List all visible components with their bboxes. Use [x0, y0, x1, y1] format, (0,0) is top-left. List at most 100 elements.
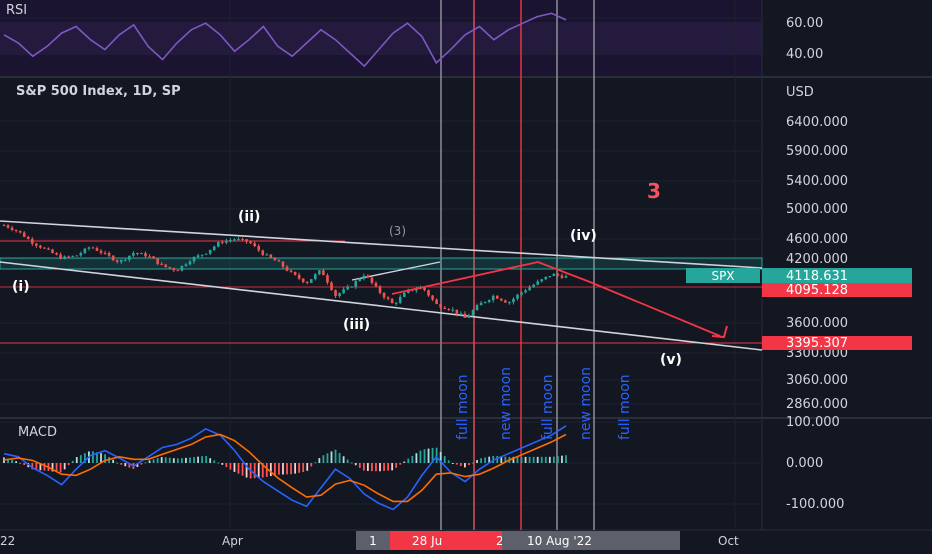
price-title: S&P 500 Index, 1D, SP — [16, 84, 181, 99]
macd-hist-bar — [213, 460, 216, 463]
macd-hist-bar — [294, 463, 297, 474]
macd-hist-bar — [140, 463, 143, 465]
macd-hist-bar — [399, 463, 402, 465]
candle-body — [39, 245, 42, 248]
macd-hist-bar — [314, 462, 317, 464]
macd-hist-bar — [524, 456, 527, 463]
candle-body — [423, 286, 426, 291]
candle-body — [168, 267, 172, 269]
macd-hist-bar — [35, 463, 38, 470]
macd-hist-bar — [241, 463, 244, 476]
candle-body — [63, 256, 66, 259]
time-cursor-label: 1 — [369, 534, 377, 548]
candle-body — [366, 275, 370, 278]
candle-body — [273, 257, 277, 261]
candle-body — [528, 287, 531, 291]
candle-body — [552, 273, 556, 277]
candle-body — [212, 246, 216, 250]
macd-hist-bar — [128, 463, 131, 468]
candle-body — [297, 274, 301, 279]
candle-body — [548, 276, 552, 278]
macd-hist-bar — [500, 456, 503, 463]
macd-hist-bar — [358, 463, 361, 468]
macd-title: MACD — [18, 425, 57, 440]
time-cursor-label: 10 Aug '22 — [527, 534, 592, 548]
candle-body — [495, 295, 499, 299]
candle-body — [188, 261, 192, 265]
macd-hist-bar — [565, 455, 567, 463]
macd-hist-bar — [395, 463, 398, 468]
candle-body — [172, 268, 176, 271]
candle-body — [354, 280, 358, 287]
macd-hist-bar — [11, 459, 13, 463]
wave-label-iv: (iv) — [570, 228, 597, 244]
candle-body — [463, 313, 467, 318]
candle-body — [285, 266, 289, 271]
macd-hist-bar — [322, 455, 325, 463]
candle-body — [14, 229, 18, 231]
price-tick: 5400.000 — [786, 174, 848, 189]
rsi-title: RSI — [6, 3, 27, 18]
macd-hist-bar — [544, 456, 547, 463]
candle-body — [200, 254, 204, 256]
time-cursor-label: 2 — [496, 534, 504, 548]
candle-body — [241, 238, 244, 240]
candle-body — [277, 260, 281, 262]
time-cursor-grey — [356, 531, 390, 550]
macd-hist-bar — [330, 451, 333, 463]
macd-hist-bar — [237, 463, 240, 474]
macd-hist-bar — [451, 463, 454, 464]
moon-label: new moon — [498, 367, 514, 440]
candle-body — [467, 315, 471, 318]
candle-body — [233, 239, 236, 241]
candle-body — [556, 273, 560, 276]
candle-body — [314, 274, 317, 280]
candle-body — [305, 282, 309, 284]
moon-labels: full moon new moon full moon new moon fu… — [455, 367, 633, 440]
macd-hist-bar — [156, 458, 159, 463]
macd-hist-bar — [278, 463, 280, 475]
macd-hist-bar — [209, 458, 212, 463]
candle-body — [221, 242, 224, 244]
candle-body — [156, 258, 159, 264]
candle-body — [249, 241, 252, 244]
candle-body — [370, 277, 374, 283]
candle-body — [18, 230, 22, 233]
projection-line — [391, 261, 721, 337]
candle-body — [378, 286, 382, 293]
macd-hist-bar — [282, 463, 284, 475]
candle-body — [479, 302, 483, 306]
price-tick: 5000.000 — [786, 202, 848, 217]
signal-line — [3, 433, 567, 503]
symbol-badge-text: SPX — [711, 269, 734, 283]
macd-hist-bar — [387, 463, 390, 471]
time-label: Apr — [222, 534, 243, 548]
candle-body — [487, 300, 491, 302]
macd-tick: 100.000 — [786, 415, 840, 430]
macd-hist-bar — [379, 463, 381, 472]
candle-body — [524, 290, 527, 293]
macd-hist-bar — [71, 460, 74, 463]
candle-body — [346, 286, 349, 290]
macd-hist-bar — [15, 461, 18, 463]
macd-hist-bar — [221, 463, 224, 465]
macd-hist-bar — [257, 463, 260, 478]
candle-body — [309, 279, 313, 283]
channel-upper — [0, 220, 763, 269]
macd-hist-bar — [160, 457, 163, 463]
macd-hist-bar — [286, 463, 288, 475]
candle-body — [451, 309, 455, 311]
macd-hist-bar — [488, 456, 491, 463]
macd-hist-bar — [504, 456, 507, 463]
macd-hist-bar — [326, 453, 329, 463]
macd-hist-bar — [383, 463, 385, 471]
candle-body — [2, 225, 6, 227]
candle-body — [6, 225, 10, 228]
macd-hist-bar — [496, 456, 499, 463]
wave-label-i: (i) — [12, 279, 30, 295]
candle-body — [192, 257, 196, 262]
candle-body — [443, 307, 447, 309]
candle-body — [455, 309, 459, 315]
candle-body — [245, 239, 248, 242]
